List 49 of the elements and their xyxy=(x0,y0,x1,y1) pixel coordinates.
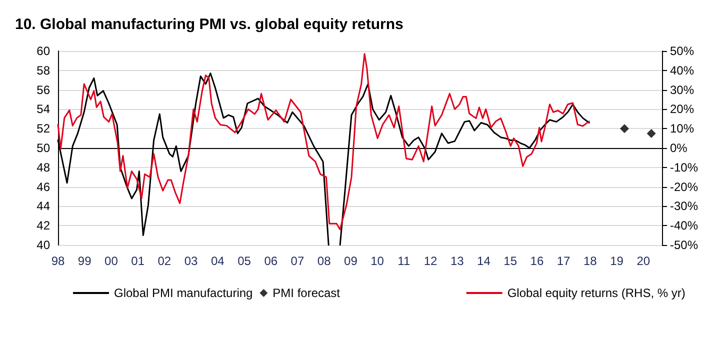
y2-tick-label: 20% xyxy=(670,102,694,116)
y-tick-label: 46 xyxy=(36,180,50,194)
x-tick-label: 16 xyxy=(530,254,544,268)
x-tick-label: 06 xyxy=(264,254,278,268)
x-tick-label: 02 xyxy=(158,254,172,268)
x-tick-label: 07 xyxy=(290,254,304,268)
y-tick-label: 56 xyxy=(36,82,50,97)
x-tick-label: 15 xyxy=(504,254,518,268)
y2-tick-label: -10% xyxy=(670,160,698,174)
y-tick-label: 52 xyxy=(36,122,50,136)
y2-tick-label: 10% xyxy=(670,122,694,136)
y-tick-label: 42 xyxy=(36,218,50,233)
x-tick-label: 17 xyxy=(556,254,571,268)
y2-tick-label: -30% xyxy=(670,199,698,214)
x-tick-label: 12 xyxy=(424,254,438,268)
x-tick-label: 98 xyxy=(51,254,65,268)
y-tick-label: 50 xyxy=(36,141,50,155)
x-tick-label: 00 xyxy=(104,254,118,268)
y-tick-label: 48 xyxy=(36,160,50,174)
y2-tick-label: 50% xyxy=(670,44,694,58)
x-tick-label: 10 xyxy=(370,254,384,268)
y2-tick-label: 0% xyxy=(670,141,688,155)
legend-label: Global equity returns (RHS, % yr) xyxy=(507,286,686,300)
x-tick-label: 19 xyxy=(610,254,624,268)
y-tick-label: 60 xyxy=(36,44,50,58)
y2-tick-label: -40% xyxy=(670,218,698,233)
y2-tick-label: 40% xyxy=(670,63,694,78)
x-tick-label: 18 xyxy=(583,254,598,268)
x-tick-label: 20 xyxy=(636,254,650,268)
x-tick-label: 03 xyxy=(184,254,198,268)
y2-tick-label: -50% xyxy=(670,238,698,252)
x-tick-label: 14 xyxy=(477,254,491,268)
legend-label: Global PMI manufacturing xyxy=(114,286,253,300)
x-tick-label: 05 xyxy=(238,254,252,268)
y-tick-label: 44 xyxy=(36,199,50,214)
legend-label: PMI forecast xyxy=(272,286,341,300)
x-tick-label: 11 xyxy=(398,254,410,268)
x-tick-label: 04 xyxy=(210,254,225,268)
chart-title: 10. Global manufacturing PMI vs. global equity returns xyxy=(15,16,404,33)
y-tick-label: 54 xyxy=(36,102,50,116)
y-tick-label: 40 xyxy=(36,238,50,252)
y-tick-label: 58 xyxy=(36,63,50,78)
y2-tick-label: -20% xyxy=(670,180,698,194)
x-tick-label: 99 xyxy=(78,254,92,268)
x-tick-label: 09 xyxy=(344,254,358,268)
x-tick-label: 01 xyxy=(131,254,145,268)
y2-tick-label: 30% xyxy=(670,82,694,97)
x-tick-label: 13 xyxy=(450,254,464,268)
x-tick-label: 08 xyxy=(317,254,332,268)
